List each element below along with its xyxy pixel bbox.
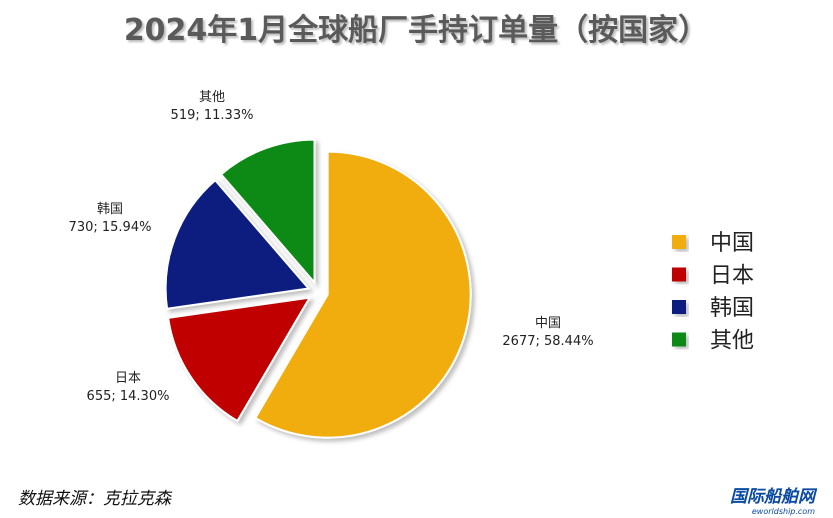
slice-value-label: 730; 15.94%: [69, 220, 152, 235]
slice-label: 中国: [535, 316, 561, 331]
legend-label: 中国: [710, 231, 754, 256]
slice-value-label: 655; 14.30%: [87, 389, 170, 404]
pie-slice: [164, 178, 311, 310]
pie: [164, 138, 472, 439]
watermark: 国际船舶网: [730, 487, 818, 507]
watermark-sub: eworldship.com: [752, 507, 815, 516]
slice-value-label: 519; 11.33%: [171, 108, 254, 123]
source-note: 数据来源：克拉克森: [18, 489, 173, 509]
slice-label: 日本: [115, 371, 141, 386]
slice-label: 其他: [199, 90, 225, 105]
pie-slice: [253, 150, 472, 439]
legend-swatch: [672, 300, 686, 314]
slice-value-label: 2677; 58.44%: [502, 334, 593, 349]
chart-title: 2024年1月全球船厂手持订单量（按国家）: [124, 13, 708, 48]
pie-slice: [167, 296, 312, 423]
pie-slice: [219, 138, 316, 286]
legend-swatch: [672, 235, 686, 249]
legend-swatch: [672, 332, 686, 347]
slice-label: 韩国: [97, 202, 123, 217]
legend-label: 韩国: [710, 296, 754, 321]
legend-label: 其他: [710, 329, 754, 354]
legend-label: 日本: [710, 264, 754, 289]
legend-swatch: [672, 267, 686, 282]
